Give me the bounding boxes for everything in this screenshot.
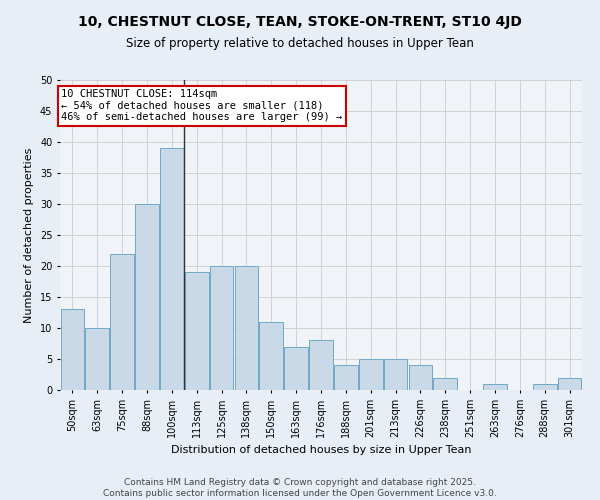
Text: 10 CHESTNUT CLOSE: 114sqm
← 54% of detached houses are smaller (118)
46% of semi: 10 CHESTNUT CLOSE: 114sqm ← 54% of detac… bbox=[61, 90, 343, 122]
Bar bbox=[433, 378, 457, 390]
X-axis label: Distribution of detached houses by size in Upper Tean: Distribution of detached houses by size … bbox=[171, 446, 471, 456]
Text: Contains HM Land Registry data © Crown copyright and database right 2025.
Contai: Contains HM Land Registry data © Crown c… bbox=[103, 478, 497, 498]
Bar bbox=[185, 272, 209, 390]
Bar bbox=[334, 365, 358, 390]
Bar bbox=[85, 328, 109, 390]
Bar bbox=[61, 310, 84, 390]
Bar bbox=[284, 346, 308, 390]
Bar bbox=[409, 365, 432, 390]
Bar bbox=[359, 359, 383, 390]
Text: 10, CHESTNUT CLOSE, TEAN, STOKE-ON-TRENT, ST10 4JD: 10, CHESTNUT CLOSE, TEAN, STOKE-ON-TRENT… bbox=[78, 15, 522, 29]
Bar bbox=[135, 204, 159, 390]
Bar bbox=[384, 359, 407, 390]
Bar bbox=[160, 148, 184, 390]
Bar bbox=[110, 254, 134, 390]
Y-axis label: Number of detached properties: Number of detached properties bbox=[25, 148, 34, 322]
Text: Size of property relative to detached houses in Upper Tean: Size of property relative to detached ho… bbox=[126, 38, 474, 51]
Bar bbox=[483, 384, 507, 390]
Bar bbox=[309, 340, 333, 390]
Bar bbox=[210, 266, 233, 390]
Bar bbox=[259, 322, 283, 390]
Bar bbox=[235, 266, 258, 390]
Bar bbox=[558, 378, 581, 390]
Bar bbox=[533, 384, 557, 390]
